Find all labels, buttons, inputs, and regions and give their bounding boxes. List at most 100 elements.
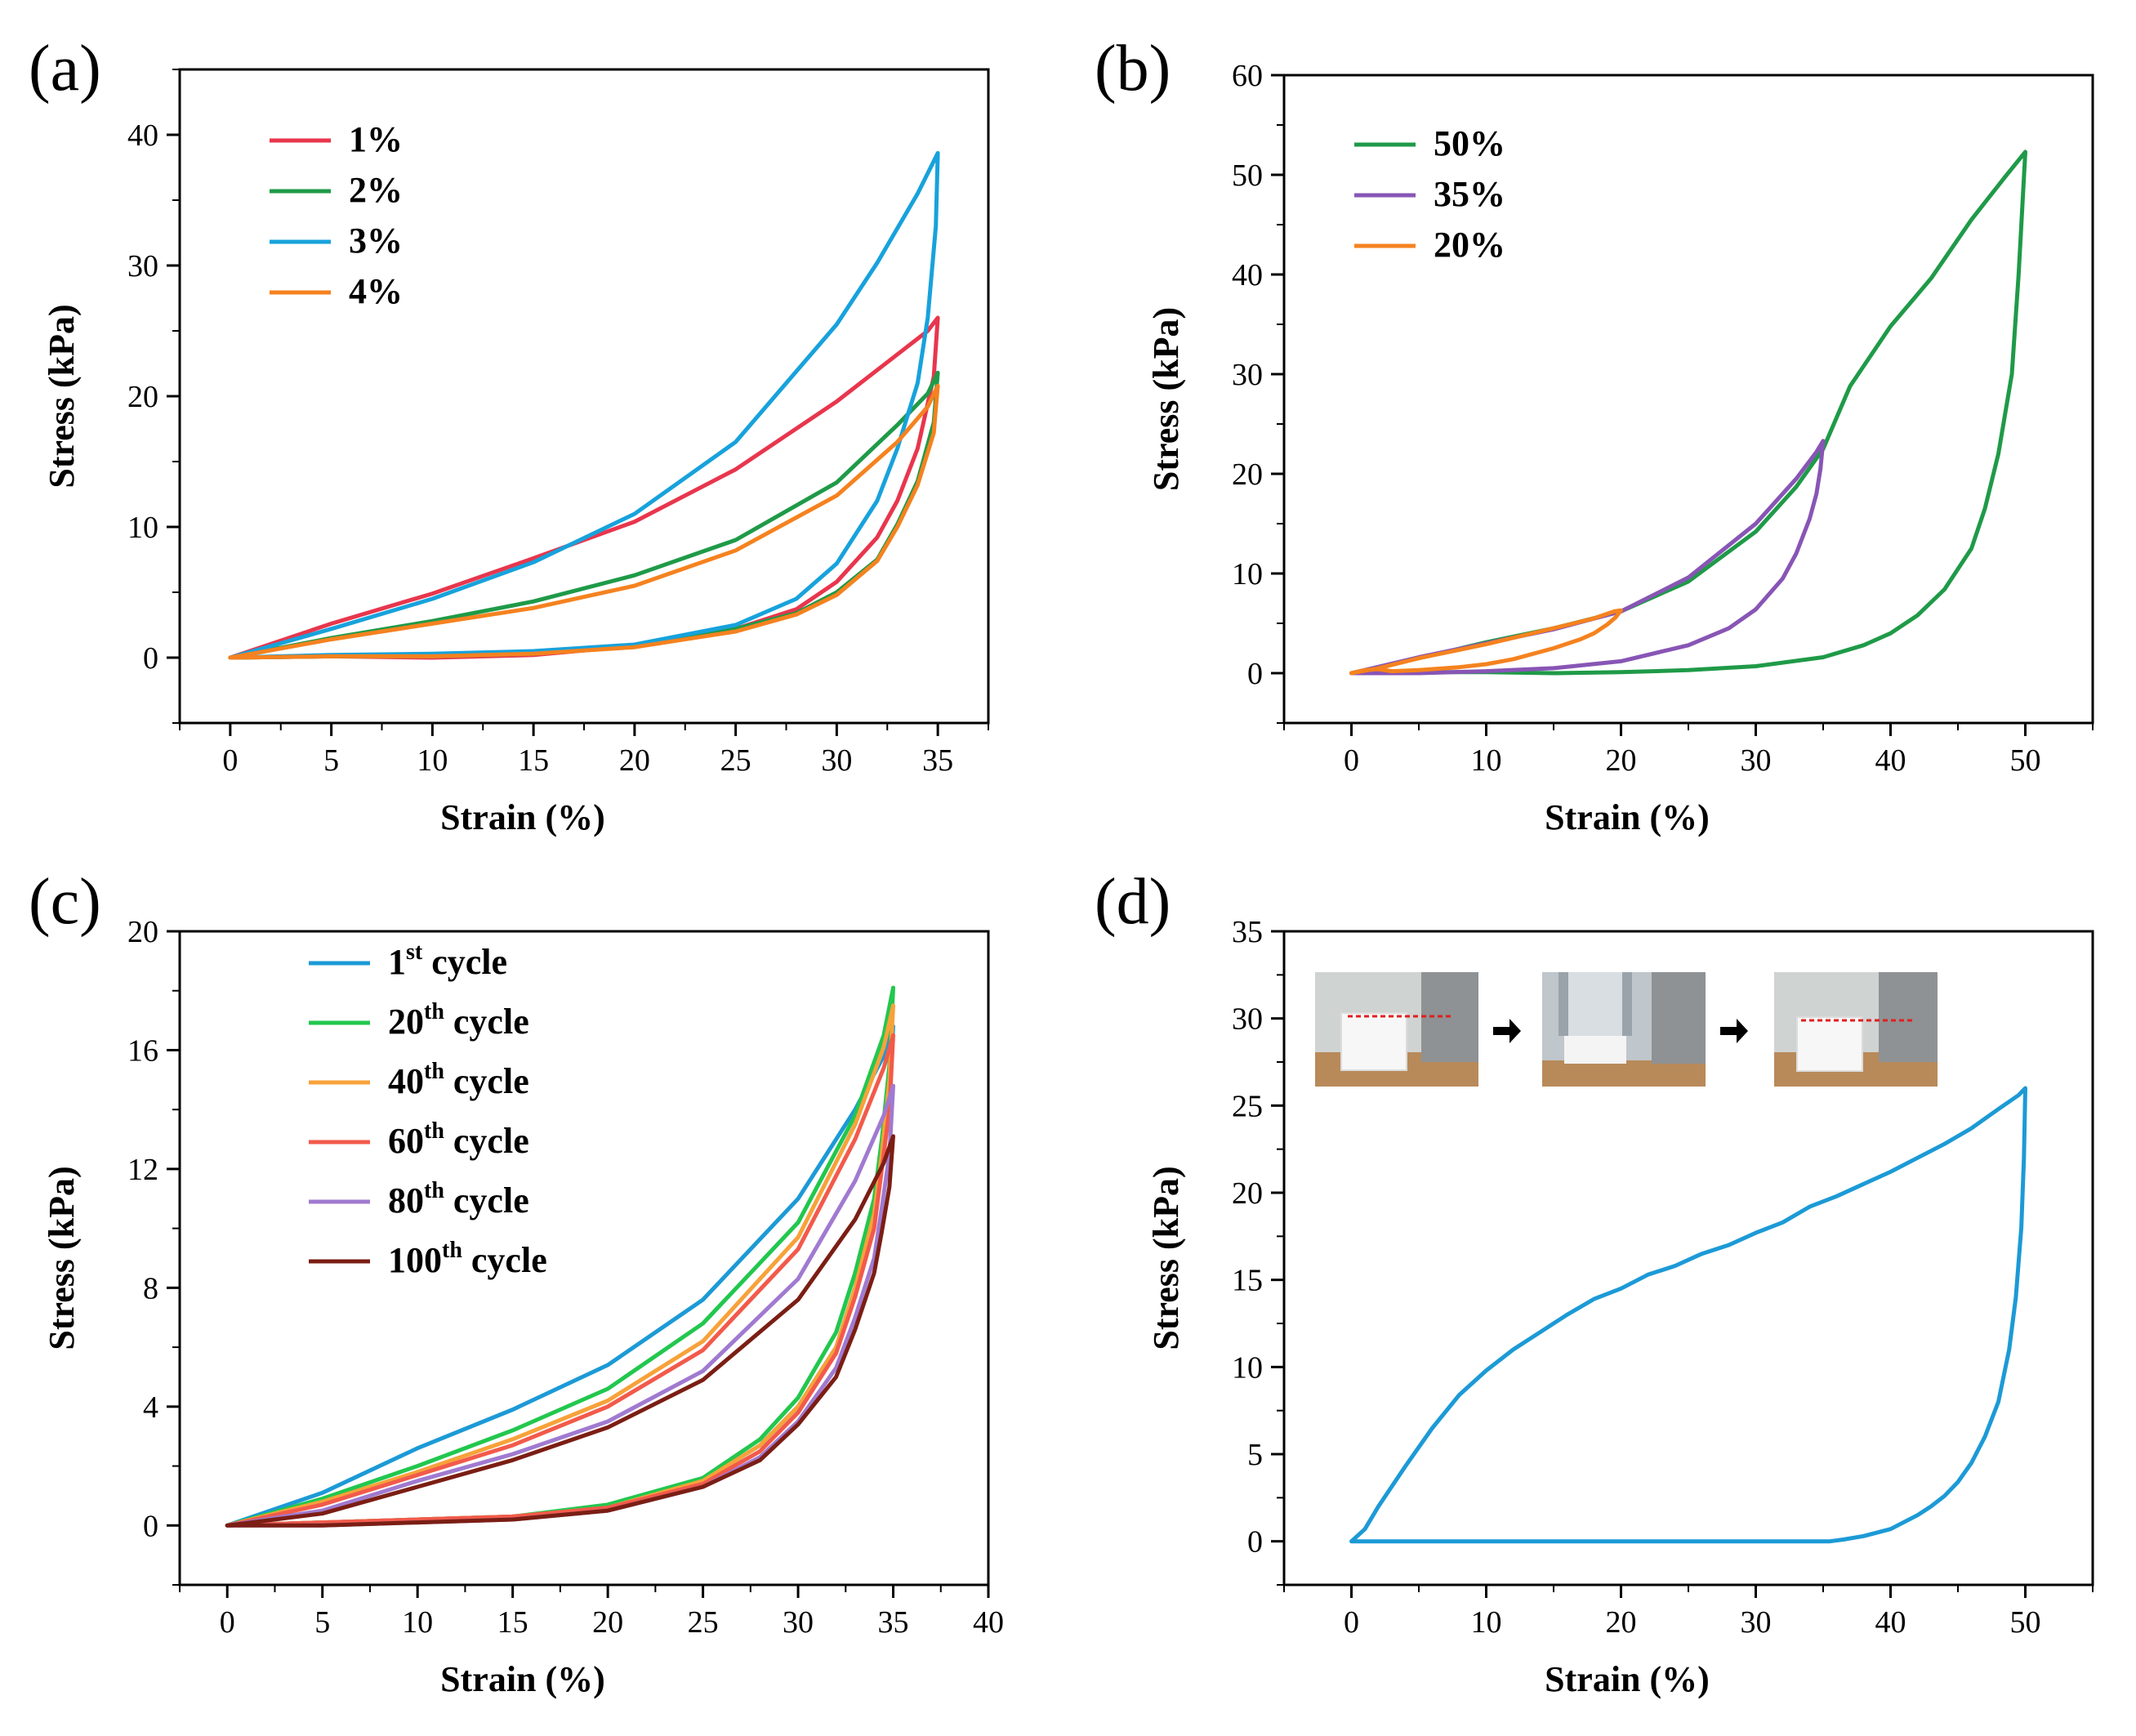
legend-label-superscript: th	[442, 1238, 462, 1263]
x-tick-label: 35	[922, 743, 953, 778]
x-tick-label: 50	[2010, 743, 2041, 778]
legend-label: 1%	[349, 119, 403, 159]
inset-photo-compressed	[1542, 972, 1706, 1087]
panel-label: (a)	[29, 33, 101, 105]
inset-photo-recovered	[1774, 972, 1938, 1087]
series-line	[228, 370, 940, 660]
panel-label: (d)	[1095, 866, 1171, 938]
x-tick-label: 30	[783, 1605, 814, 1640]
x-tick-label: 10	[402, 1605, 433, 1640]
y-tick-label: 8	[143, 1271, 158, 1305]
y-tick-label: 5	[1247, 1438, 1263, 1472]
legend-label-suffix: cycle	[444, 1121, 529, 1161]
y-tick-label: 16	[127, 1033, 158, 1068]
plot-frame	[178, 68, 990, 725]
y-axis-title: Stress (kPa)	[42, 304, 82, 488]
x-axis-title: Strain (%)	[440, 797, 605, 837]
y-tick-label: 60	[1232, 59, 1263, 93]
x-tick-label: 0	[1344, 1605, 1359, 1640]
x-tick-label: 30	[1741, 743, 1772, 778]
arrow-icon	[1493, 1019, 1521, 1043]
x-tick-label: 25	[720, 743, 751, 778]
y-tick-label: 20	[1232, 457, 1263, 492]
y-tick-label: 0	[1247, 1525, 1263, 1560]
panel-b: (b) 0 10 20 30 40 50 0 10 20 30 40 50 60 Strain (%) Str…	[1095, 33, 2094, 837]
series-line	[1349, 150, 2027, 676]
y-tick-label: 0	[143, 1509, 158, 1543]
legend-label-superscript: th	[424, 1059, 444, 1084]
y-tick-label: 0	[143, 641, 158, 676]
y-tick-label: 30	[1232, 1002, 1263, 1037]
x-tick-label: 35	[878, 1605, 909, 1640]
legend-label-suffix: cycle	[444, 1061, 529, 1101]
y-axis-title: Stress (kPa)	[42, 1166, 82, 1350]
inset-photo-original	[1315, 972, 1478, 1087]
y-tick-label: 15	[1232, 1264, 1263, 1298]
legend-label: 60th cycle	[388, 1118, 529, 1161]
x-tick-label: 20	[619, 743, 650, 778]
x-tick-label: 15	[518, 743, 549, 778]
legend-label: 40th cycle	[388, 1059, 529, 1101]
series-line	[1349, 608, 1623, 676]
plot-frame	[178, 930, 990, 1586]
inset-photo-sequence	[1315, 972, 1938, 1087]
y-tick-label: 10	[1232, 557, 1263, 591]
legend-label: 80th cycle	[388, 1178, 529, 1221]
legend-label: 100th cycle	[388, 1238, 547, 1280]
plot-frame	[1282, 74, 2094, 725]
y-tick-label: 10	[1232, 1350, 1263, 1385]
y-axis-title: Stress (kPa)	[1146, 307, 1186, 491]
series-line	[228, 150, 940, 660]
x-tick-label: 20	[1606, 1605, 1637, 1640]
arrow-icon	[1720, 1019, 1748, 1043]
x-tick-label: 5	[323, 743, 339, 778]
x-tick-label: 40	[973, 1605, 1004, 1640]
legend-label-suffix: cycle	[422, 942, 507, 982]
x-tick-label: 10	[1471, 743, 1502, 778]
x-tick-label: 20	[1606, 743, 1637, 778]
y-axis-title: Stress (kPa)	[1146, 1166, 1186, 1350]
legend-label: 35%	[1434, 174, 1505, 214]
series-line	[228, 383, 940, 660]
y-tick-label: 40	[1232, 258, 1263, 292]
panel-label: (c)	[29, 866, 101, 938]
series-line	[225, 1134, 895, 1528]
legend-label: 4%	[349, 271, 403, 311]
x-tick-label: 40	[1875, 743, 1906, 778]
legend-label: 20%	[1434, 225, 1505, 265]
legend-label: 20th cycle	[388, 999, 529, 1042]
y-tick-label: 10	[127, 511, 158, 545]
legend-label-superscript: th	[424, 1178, 444, 1203]
y-tick-label: 25	[1232, 1089, 1263, 1123]
y-tick-label: 20	[1232, 1176, 1263, 1211]
y-tick-label: 20	[127, 380, 158, 414]
y-tick-label: 30	[127, 249, 158, 283]
y-tick-label: 12	[127, 1153, 158, 1187]
y-tick-label: 4	[143, 1390, 158, 1425]
x-tick-label: 30	[821, 743, 852, 778]
legend-label-superscript: st	[406, 939, 423, 965]
panel-c: (c) 0 5 10 15 20 25 30 35 40 0 4 8 12 16 20 Strain (%) St…	[29, 866, 1004, 1699]
x-axis-title: Strain (%)	[1545, 1659, 1710, 1699]
x-tick-label: 50	[2010, 1605, 2041, 1640]
panel-label: (b)	[1095, 33, 1171, 105]
legend-label: 50%	[1434, 123, 1505, 163]
legend-label-suffix: cycle	[444, 1002, 529, 1042]
x-tick-label: 0	[220, 1605, 235, 1640]
legend-label-superscript: th	[424, 1118, 444, 1144]
y-tick-label: 30	[1232, 358, 1263, 392]
legend-label-suffix: cycle	[462, 1240, 547, 1280]
legend-label-superscript: th	[424, 999, 444, 1024]
y-tick-label: 50	[1232, 158, 1263, 193]
y-tick-label: 35	[1232, 915, 1263, 949]
x-tick-label: 0	[222, 743, 238, 778]
y-tick-label: 0	[1247, 657, 1263, 691]
legend-label: 2%	[349, 170, 403, 210]
x-axis-title: Strain (%)	[440, 1659, 605, 1699]
x-tick-label: 5	[314, 1605, 330, 1640]
x-tick-label: 0	[1344, 743, 1359, 778]
x-tick-label: 10	[1471, 1605, 1502, 1640]
panel-d: (d) 0 10 20 30 40 50 0 5 10 15 20 25 30 35 Strain (%) St…	[1095, 866, 2094, 1699]
legend-label: 3%	[349, 221, 403, 261]
